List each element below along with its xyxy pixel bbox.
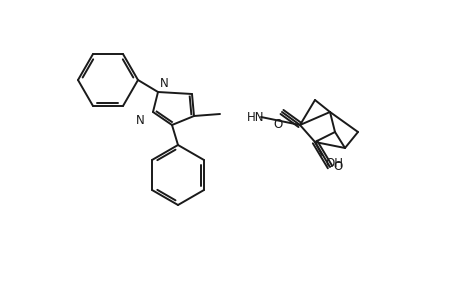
Text: O: O	[332, 160, 341, 172]
Text: N: N	[160, 77, 168, 90]
Text: HN: HN	[246, 110, 264, 124]
Text: N: N	[136, 114, 145, 127]
Text: O: O	[273, 118, 282, 131]
Text: OH: OH	[325, 157, 342, 170]
